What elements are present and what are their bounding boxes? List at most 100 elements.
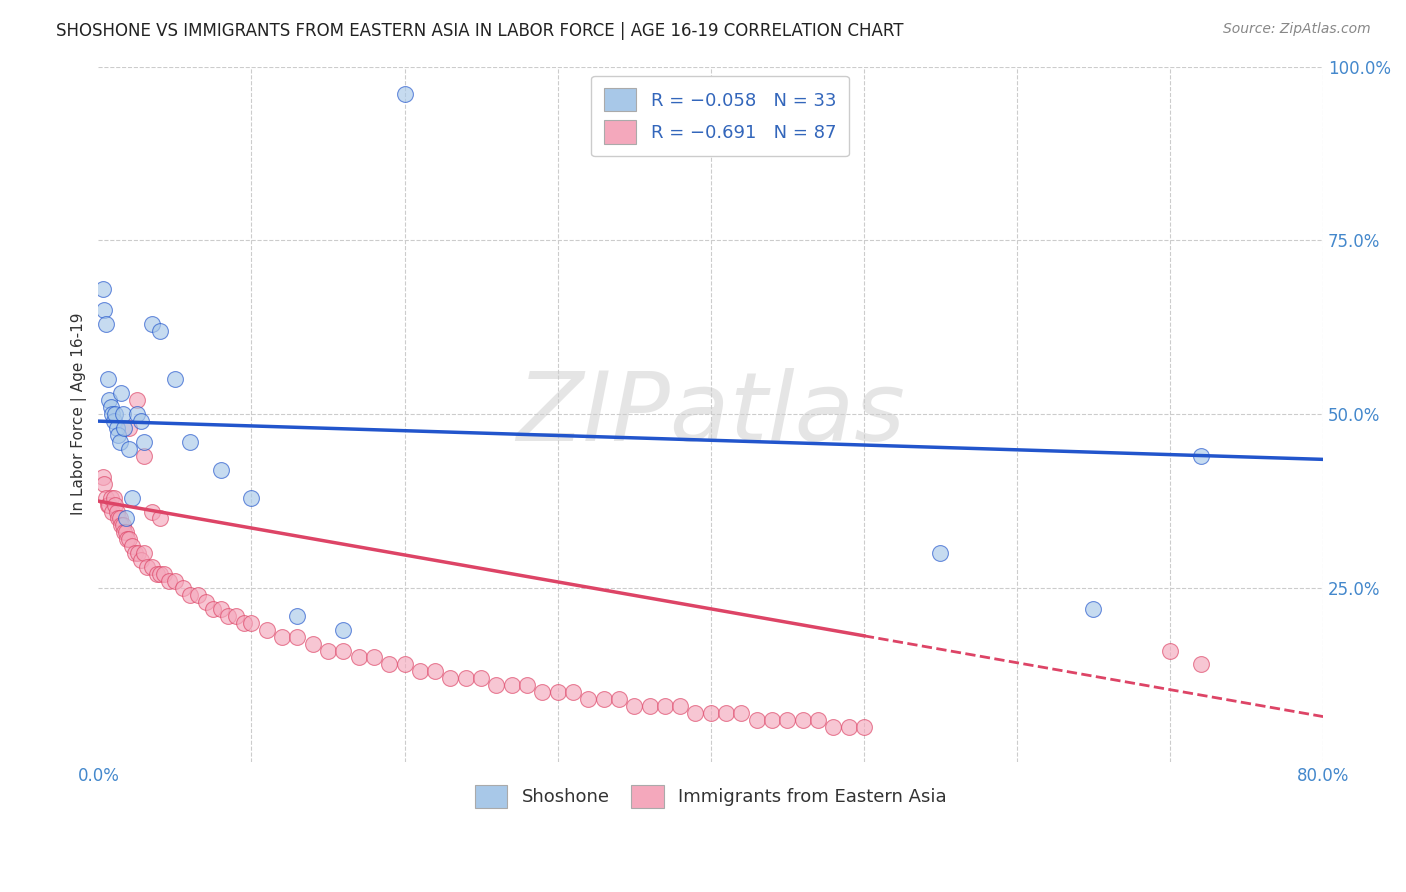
Point <box>592 692 614 706</box>
Point <box>172 581 194 595</box>
Point <box>179 435 201 450</box>
Point <box>107 428 129 442</box>
Point <box>287 608 309 623</box>
Point <box>112 525 135 540</box>
Point <box>852 720 875 734</box>
Point <box>121 491 143 505</box>
Point <box>94 491 117 505</box>
Point <box>823 720 845 734</box>
Point <box>1189 657 1212 672</box>
Point <box>838 720 860 734</box>
Point <box>104 407 127 421</box>
Point <box>301 637 323 651</box>
Point <box>623 699 645 714</box>
Point <box>685 706 707 720</box>
Point <box>256 623 278 637</box>
Point <box>107 511 129 525</box>
Point <box>347 650 370 665</box>
Point <box>94 317 117 331</box>
Point <box>439 671 461 685</box>
Point <box>187 588 209 602</box>
Point <box>108 511 131 525</box>
Point <box>240 615 263 630</box>
Point <box>105 504 128 518</box>
Point <box>141 560 163 574</box>
Point <box>163 574 186 588</box>
Point <box>209 602 232 616</box>
Point <box>761 713 783 727</box>
Point <box>218 608 240 623</box>
Point <box>101 407 124 421</box>
Text: Source: ZipAtlas.com: Source: ZipAtlas.com <box>1223 22 1371 37</box>
Point <box>179 588 201 602</box>
Point <box>700 706 723 720</box>
Point <box>225 608 247 623</box>
Point <box>202 602 225 616</box>
Point <box>111 518 134 533</box>
Point <box>163 372 186 386</box>
Point <box>104 498 127 512</box>
Point <box>100 401 122 415</box>
Point <box>378 657 401 672</box>
Point <box>332 623 354 637</box>
Point <box>929 546 952 560</box>
Point <box>129 414 152 428</box>
Point <box>240 491 263 505</box>
Point <box>730 706 752 720</box>
Point <box>516 678 538 692</box>
Point <box>134 435 156 450</box>
Point <box>807 713 830 727</box>
Text: SHOSHONE VS IMMIGRANTS FROM EASTERN ASIA IN LABOR FORCE | AGE 16-19 CORRELATION : SHOSHONE VS IMMIGRANTS FROM EASTERN ASIA… <box>56 22 904 40</box>
Point <box>501 678 523 692</box>
Point <box>1189 449 1212 463</box>
Point <box>124 546 146 560</box>
Point <box>332 643 354 657</box>
Point <box>117 533 139 547</box>
Point <box>607 692 630 706</box>
Point <box>409 665 432 679</box>
Point <box>669 699 692 714</box>
Point <box>792 713 814 727</box>
Point <box>232 615 254 630</box>
Point <box>115 525 138 540</box>
Point <box>287 630 309 644</box>
Point <box>91 282 114 296</box>
Point <box>108 435 131 450</box>
Point <box>1083 602 1105 616</box>
Point <box>425 665 447 679</box>
Point <box>714 706 737 720</box>
Point <box>136 560 159 574</box>
Point <box>112 421 135 435</box>
Point <box>115 511 138 525</box>
Point <box>394 87 416 102</box>
Point <box>98 498 121 512</box>
Y-axis label: In Labor Force | Age 16-19: In Labor Force | Age 16-19 <box>72 313 87 516</box>
Point <box>1159 643 1181 657</box>
Point <box>110 518 132 533</box>
Point <box>654 699 676 714</box>
Point <box>141 504 163 518</box>
Point <box>134 546 156 560</box>
Legend: Shoshone, Immigrants from Eastern Asia: Shoshone, Immigrants from Eastern Asia <box>467 778 955 815</box>
Point <box>98 393 121 408</box>
Point <box>93 302 115 317</box>
Point <box>145 567 167 582</box>
Point <box>745 713 768 727</box>
Point <box>209 463 232 477</box>
Point <box>91 469 114 483</box>
Point <box>121 539 143 553</box>
Point <box>93 476 115 491</box>
Point <box>776 713 799 727</box>
Point <box>153 567 176 582</box>
Point <box>134 449 156 463</box>
Point <box>149 324 172 338</box>
Point <box>531 685 554 699</box>
Point <box>96 498 118 512</box>
Point <box>118 533 141 547</box>
Point <box>105 421 128 435</box>
Point <box>638 699 661 714</box>
Point <box>547 685 569 699</box>
Point <box>101 504 124 518</box>
Point <box>149 567 172 582</box>
Point <box>141 317 163 331</box>
